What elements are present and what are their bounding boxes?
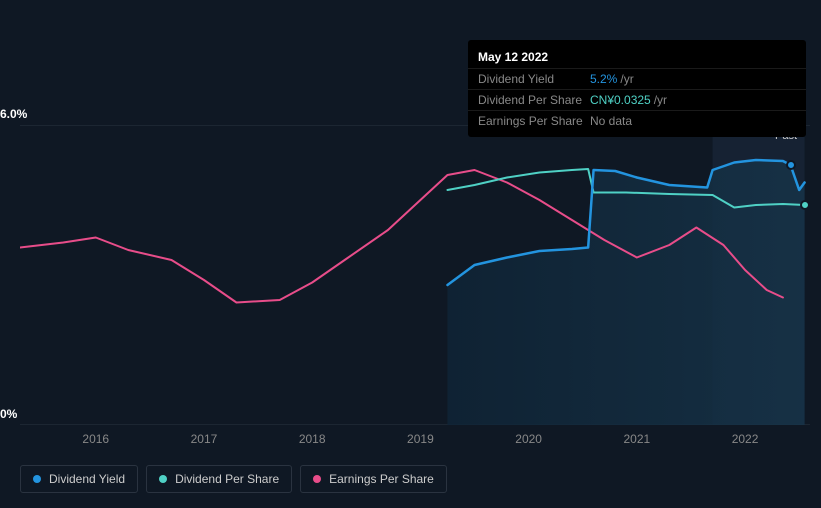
- legend-dot-icon: [33, 475, 41, 483]
- x-tick: 2017: [191, 432, 218, 446]
- tooltip-date: May 12 2022: [468, 46, 806, 68]
- tooltip-row-label: Dividend Yield: [478, 72, 590, 86]
- y-axis-max: 6.0%: [0, 107, 27, 121]
- tooltip-row: Earnings Per ShareNo data: [468, 110, 806, 131]
- chart-tooltip: May 12 2022 Dividend Yield5.2%/yrDividen…: [468, 40, 806, 137]
- chart-plot: [20, 125, 810, 425]
- tooltip-row-unit: /yr: [654, 93, 667, 107]
- legend-item-dividend-per-share[interactable]: Dividend Per Share: [146, 465, 292, 493]
- x-axis-ticks: 2016 2017 2018 2019 2020 2021 2022: [20, 432, 810, 452]
- legend-dot-icon: [159, 475, 167, 483]
- tooltip-row: Dividend Yield5.2%/yr: [468, 68, 806, 89]
- tooltip-row-value: 5.2%: [590, 72, 617, 86]
- legend-label: Earnings Per Share: [329, 472, 434, 486]
- tooltip-row-label: Dividend Per Share: [478, 93, 590, 107]
- x-tick: 2019: [407, 432, 434, 446]
- legend-item-dividend-yield[interactable]: Dividend Yield: [20, 465, 138, 493]
- y-axis-min: 0%: [0, 407, 17, 421]
- tooltip-row-unit: /yr: [620, 72, 633, 86]
- legend-item-earnings-per-share[interactable]: Earnings Per Share: [300, 465, 447, 493]
- tooltip-row-value: No data: [590, 114, 632, 128]
- x-tick: 2016: [82, 432, 109, 446]
- legend-label: Dividend Yield: [49, 472, 125, 486]
- marker-dividend-per-share: [800, 200, 810, 210]
- legend-label: Dividend Per Share: [175, 472, 279, 486]
- tooltip-row-value: CN¥0.0325: [590, 93, 651, 107]
- x-tick: 2018: [299, 432, 326, 446]
- tooltip-row-label: Earnings Per Share: [478, 114, 590, 128]
- tooltip-rows: Dividend Yield5.2%/yrDividend Per ShareC…: [468, 68, 806, 131]
- x-tick: 2020: [515, 432, 542, 446]
- tooltip-row: Dividend Per ShareCN¥0.0325/yr: [468, 89, 806, 110]
- marker-dividend-yield: [786, 160, 796, 170]
- legend-dot-icon: [313, 475, 321, 483]
- x-tick: 2021: [623, 432, 650, 446]
- chart-legend: Dividend Yield Dividend Per Share Earnings…: [20, 465, 447, 493]
- x-tick: 2022: [732, 432, 759, 446]
